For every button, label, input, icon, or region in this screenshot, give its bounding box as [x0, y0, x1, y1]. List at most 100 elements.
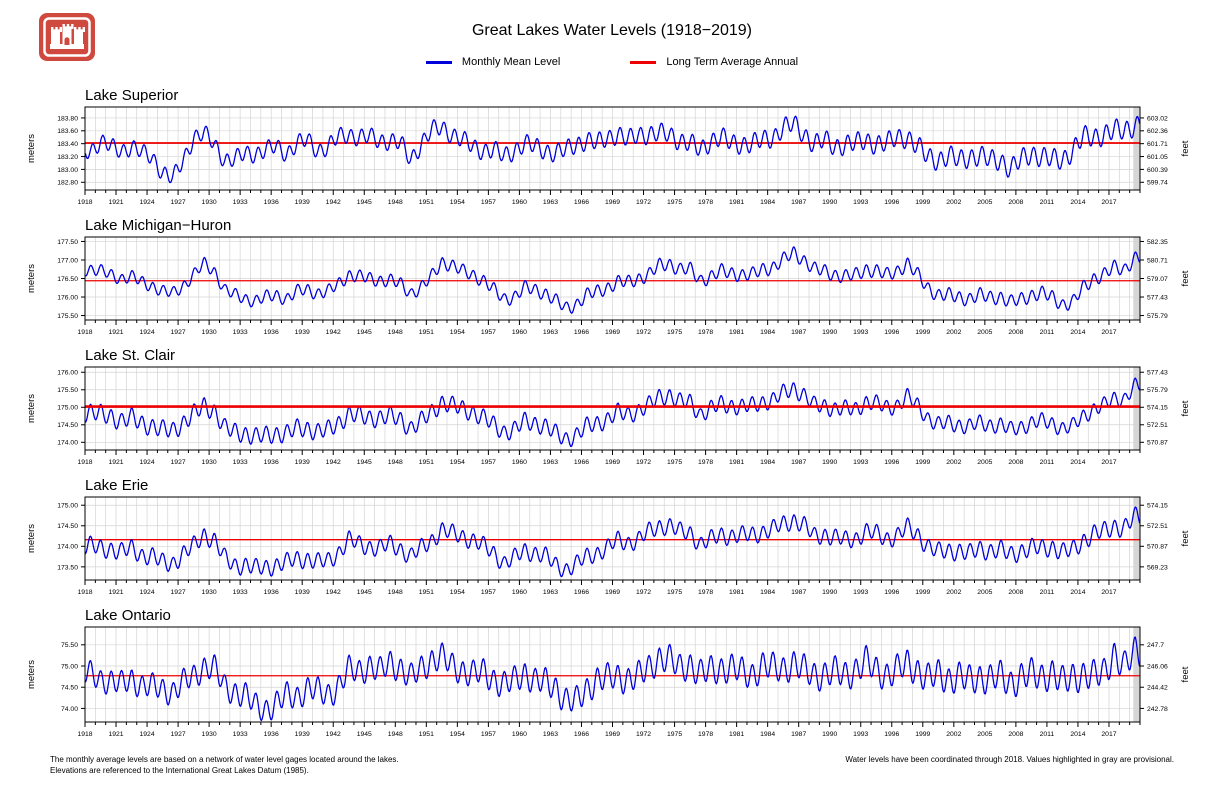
svg-text:1930: 1930: [202, 731, 217, 738]
chart-panels: Lake Superior 183.80 603.02 183.60 602.36 18…: [0, 87, 1224, 746]
usace-castle-logo-icon: [39, 13, 95, 61]
svg-text:1942: 1942: [326, 199, 341, 206]
svg-text:1996: 1996: [884, 329, 899, 336]
svg-text:183.00: 183.00: [57, 167, 78, 174]
svg-text:1951: 1951: [419, 199, 434, 206]
svg-text:1999: 1999: [915, 589, 930, 596]
svg-text:174.50: 174.50: [57, 422, 78, 429]
svg-text:1975: 1975: [667, 459, 682, 466]
svg-text:1924: 1924: [139, 329, 154, 336]
svg-text:1954: 1954: [450, 459, 465, 466]
svg-text:meters: meters: [26, 660, 37, 689]
panel-lake-st-clair: Lake St. Clair 176.00 577.43 175.50 575.79 1…: [0, 347, 1224, 474]
svg-text:75.50: 75.50: [61, 642, 78, 649]
svg-text:1918: 1918: [77, 731, 92, 738]
svg-text:2014: 2014: [1070, 731, 1085, 738]
svg-text:1987: 1987: [791, 731, 806, 738]
svg-text:1993: 1993: [853, 459, 868, 466]
svg-text:1966: 1966: [574, 459, 589, 466]
svg-text:74.00: 74.00: [61, 706, 78, 713]
svg-text:1954: 1954: [450, 731, 465, 738]
svg-text:1954: 1954: [450, 589, 465, 596]
svg-text:601.05: 601.05: [1147, 154, 1168, 161]
svg-text:1948: 1948: [388, 589, 403, 596]
svg-text:2014: 2014: [1070, 199, 1085, 206]
svg-text:1939: 1939: [295, 199, 310, 206]
svg-text:1963: 1963: [543, 589, 558, 596]
svg-text:feet: feet: [1180, 666, 1191, 682]
svg-text:1948: 1948: [388, 329, 403, 336]
blue-line-swatch-icon: [425, 60, 452, 64]
svg-text:1918: 1918: [77, 459, 92, 466]
svg-text:1966: 1966: [574, 589, 589, 596]
svg-text:1939: 1939: [295, 329, 310, 336]
svg-text:1963: 1963: [543, 199, 558, 206]
svg-text:1936: 1936: [264, 199, 279, 206]
svg-text:174.00: 174.00: [57, 440, 78, 447]
svg-text:1996: 1996: [884, 731, 899, 738]
svg-text:1933: 1933: [233, 199, 248, 206]
svg-text:meters: meters: [26, 524, 37, 553]
legend-item-monthly: Monthly Mean Level: [425, 56, 560, 68]
svg-text:1990: 1990: [822, 589, 837, 596]
svg-text:feet: feet: [1180, 140, 1191, 156]
lake-erie-chart: 175.00 574.15 174.50 572.51 174.00 570.87 173.…: [26, 496, 1191, 596]
svg-text:1972: 1972: [636, 329, 651, 336]
svg-text:1939: 1939: [295, 589, 310, 596]
svg-text:1948: 1948: [388, 731, 403, 738]
svg-text:177.50: 177.50: [57, 239, 78, 246]
svg-text:1957: 1957: [481, 329, 496, 336]
panel-lake-ontario: Lake Ontario 75.50 247.7 75.00 246.06 74.50 2…: [0, 607, 1224, 746]
svg-text:1933: 1933: [233, 329, 248, 336]
svg-text:182.80: 182.80: [57, 180, 78, 187]
svg-text:1933: 1933: [233, 459, 248, 466]
svg-text:1945: 1945: [357, 731, 372, 738]
svg-text:2005: 2005: [977, 731, 992, 738]
svg-text:1987: 1987: [791, 589, 806, 596]
svg-text:1951: 1951: [419, 731, 434, 738]
page-footer: The monthly average levels are based on …: [50, 754, 1174, 776]
legend-label: Long Term Average Annual: [666, 56, 799, 68]
svg-text:2005: 2005: [977, 459, 992, 466]
svg-text:1930: 1930: [202, 589, 217, 596]
svg-text:1957: 1957: [481, 199, 496, 206]
svg-text:603.02: 603.02: [1147, 115, 1168, 122]
svg-text:1924: 1924: [139, 589, 154, 596]
svg-text:1930: 1930: [202, 329, 217, 336]
svg-text:1930: 1930: [202, 459, 217, 466]
svg-text:574.15: 574.15: [1147, 405, 1168, 412]
svg-text:1969: 1969: [605, 329, 620, 336]
footer-note-datum: Elevations are referenced to the Interna…: [50, 766, 309, 775]
svg-text:1987: 1987: [791, 329, 806, 336]
svg-text:570.87: 570.87: [1147, 440, 1168, 447]
svg-text:570.87: 570.87: [1147, 544, 1168, 551]
svg-text:1945: 1945: [357, 589, 372, 596]
svg-text:1918: 1918: [77, 199, 92, 206]
svg-text:1960: 1960: [512, 199, 527, 206]
svg-text:1990: 1990: [822, 731, 837, 738]
svg-text:1978: 1978: [698, 589, 713, 596]
svg-text:1936: 1936: [264, 459, 279, 466]
svg-text:1969: 1969: [605, 199, 620, 206]
svg-text:1939: 1939: [295, 459, 310, 466]
svg-text:1918: 1918: [77, 329, 92, 336]
svg-text:1990: 1990: [822, 329, 837, 336]
svg-text:575.79: 575.79: [1147, 387, 1168, 394]
svg-text:1978: 1978: [698, 731, 713, 738]
svg-text:600.39: 600.39: [1147, 167, 1168, 174]
svg-text:1921: 1921: [108, 329, 123, 336]
panel-title-lake-michigan-huron: Lake Michigan−Huron: [85, 217, 232, 234]
svg-text:1975: 1975: [667, 589, 682, 596]
svg-text:2017: 2017: [1101, 589, 1116, 596]
svg-text:1927: 1927: [171, 199, 186, 206]
svg-text:1999: 1999: [915, 731, 930, 738]
svg-text:2017: 2017: [1101, 731, 1116, 738]
svg-text:1951: 1951: [419, 329, 434, 336]
svg-text:572.51: 572.51: [1147, 422, 1168, 429]
svg-text:feet: feet: [1180, 400, 1191, 416]
svg-text:2014: 2014: [1070, 329, 1085, 336]
svg-text:1927: 1927: [171, 731, 186, 738]
svg-text:1966: 1966: [574, 329, 589, 336]
svg-text:1999: 1999: [915, 459, 930, 466]
svg-text:feet: feet: [1180, 530, 1191, 546]
